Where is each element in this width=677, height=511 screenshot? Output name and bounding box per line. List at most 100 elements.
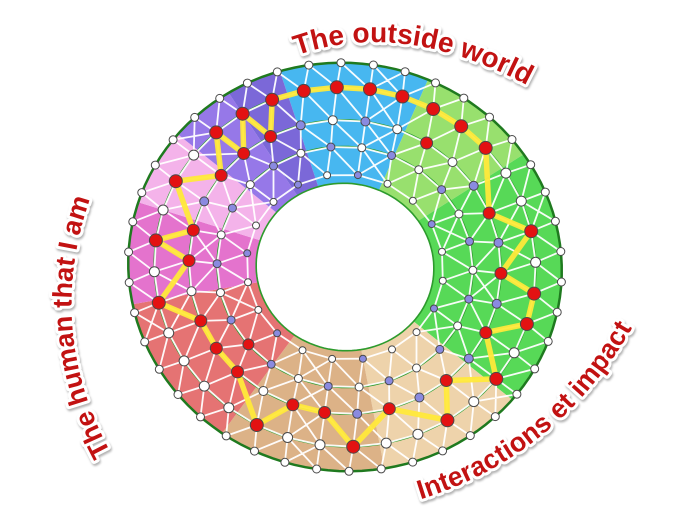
node-r0-i5[interactable] <box>507 135 517 144</box>
node-r0-i11[interactable] <box>552 307 562 317</box>
node-r4-i14[interactable] <box>244 278 252 287</box>
node-r3-i20[interactable] <box>216 230 226 240</box>
node-r2-i16[interactable] <box>286 398 300 412</box>
node-r4-i8[interactable] <box>388 345 396 354</box>
node-r1-i12[interactable] <box>489 371 504 386</box>
node-r2-i11[interactable] <box>439 374 453 387</box>
node-r0-i38[interactable] <box>242 78 252 88</box>
node-r0-i25[interactable] <box>196 412 205 422</box>
node-r0-i23[interactable] <box>250 446 259 456</box>
node-r1-i7[interactable] <box>524 224 539 239</box>
node-r3-i10[interactable] <box>412 363 421 373</box>
node-r3-i4[interactable] <box>454 209 464 219</box>
node-r1-i22[interactable] <box>198 380 210 392</box>
node-r0-i15[interactable] <box>490 412 500 422</box>
node-r3-i13[interactable] <box>323 381 333 391</box>
node-r3-i18[interactable] <box>216 288 225 298</box>
node-r4-i5[interactable] <box>438 276 447 285</box>
node-r0-i13[interactable] <box>530 364 540 374</box>
node-r2-i17[interactable] <box>258 386 269 396</box>
node-r1-i3[interactable] <box>454 119 469 134</box>
node-r3-i7[interactable] <box>464 294 474 304</box>
node-r0-i20[interactable] <box>344 466 354 476</box>
node-r0-i0[interactable] <box>368 60 378 70</box>
node-r1-i14[interactable] <box>440 413 455 428</box>
node-r0-i34[interactable] <box>150 160 160 170</box>
node-r1-i11[interactable] <box>508 347 520 359</box>
node-r4-i11[interactable] <box>298 346 307 355</box>
node-r2-i24[interactable] <box>199 196 210 207</box>
node-r3-i24[interactable] <box>296 148 306 158</box>
node-r0-i27[interactable] <box>154 364 164 374</box>
node-r3-i1[interactable] <box>387 151 397 160</box>
node-r3-i25[interactable] <box>326 142 336 152</box>
node-r1-i21[interactable] <box>223 402 235 414</box>
node-r0-i35[interactable] <box>168 135 178 145</box>
node-r2-i10[interactable] <box>463 353 474 364</box>
node-r2-i28[interactable] <box>295 120 306 131</box>
node-r1-i34[interactable] <box>296 83 311 98</box>
node-r4-i13[interactable] <box>254 305 263 314</box>
node-r3-i16[interactable] <box>242 338 255 351</box>
node-r0-i30[interactable] <box>124 278 134 287</box>
node-r0-i41[interactable] <box>336 58 346 68</box>
node-r1-i2[interactable] <box>426 102 441 116</box>
node-r0-i3[interactable] <box>459 93 469 103</box>
node-r2-i1[interactable] <box>392 124 403 135</box>
node-r4-i3[interactable] <box>427 220 436 229</box>
node-r2-i6[interactable] <box>493 237 504 248</box>
node-r0-i29[interactable] <box>130 308 140 318</box>
node-r2-i2[interactable] <box>420 136 434 150</box>
node-r3-i21[interactable] <box>227 203 237 213</box>
node-r1-i17[interactable] <box>346 439 361 454</box>
node-r2-i4[interactable] <box>468 180 479 191</box>
node-r4-i2[interactable] <box>408 196 417 205</box>
node-r2-i18[interactable] <box>231 365 244 379</box>
node-r0-i8[interactable] <box>550 216 560 226</box>
sector-orchid[interactable] <box>128 202 261 305</box>
node-r1-i27[interactable] <box>148 233 163 248</box>
node-r3-i12[interactable] <box>354 382 364 392</box>
node-r0-i24[interactable] <box>221 431 231 441</box>
node-r4-i6[interactable] <box>430 304 438 313</box>
node-r3-i11[interactable] <box>384 376 394 386</box>
node-r1-i6[interactable] <box>515 195 527 207</box>
node-r4-i19[interactable] <box>323 171 332 180</box>
node-r2-i27[interactable] <box>264 130 278 143</box>
node-r3-i6[interactable] <box>468 265 478 275</box>
node-r2-i7[interactable] <box>494 266 508 280</box>
node-r1-i25[interactable] <box>151 295 166 310</box>
node-r1-i29[interactable] <box>168 174 183 189</box>
node-r0-i22[interactable] <box>280 457 290 467</box>
node-r0-i39[interactable] <box>272 67 282 77</box>
node-r2-i8[interactable] <box>491 298 502 309</box>
node-r3-i14[interactable] <box>293 374 303 383</box>
node-r0-i33[interactable] <box>137 188 147 198</box>
node-r0-i2[interactable] <box>431 78 440 88</box>
node-r3-i23[interactable] <box>269 161 278 171</box>
node-r3-i22[interactable] <box>245 180 255 190</box>
node-r1-i28[interactable] <box>157 204 169 216</box>
node-r4-i9[interactable] <box>358 354 367 363</box>
node-r2-i0[interactable] <box>360 116 371 127</box>
node-r2-i13[interactable] <box>382 402 396 416</box>
node-r1-i4[interactable] <box>478 140 493 155</box>
node-r1-i32[interactable] <box>235 106 250 121</box>
node-r1-i8[interactable] <box>530 256 542 268</box>
node-r0-i19[interactable] <box>376 464 386 474</box>
node-r1-i19[interactable] <box>282 432 294 443</box>
node-r3-i0[interactable] <box>357 143 367 153</box>
node-r4-i4[interactable] <box>438 247 446 256</box>
node-r3-i19[interactable] <box>212 259 222 269</box>
node-r0-i1[interactable] <box>400 67 410 77</box>
sector-green[interactable] <box>413 154 562 400</box>
node-r4-i16[interactable] <box>252 221 260 230</box>
node-r4-i7[interactable] <box>412 328 421 337</box>
node-r0-i12[interactable] <box>543 336 553 346</box>
node-r0-i14[interactable] <box>512 389 522 399</box>
node-r1-i24[interactable] <box>163 327 175 339</box>
node-r4-i1[interactable] <box>383 179 392 188</box>
node-r0-i37[interactable] <box>215 93 225 103</box>
node-r0-i6[interactable] <box>526 160 536 170</box>
node-r2-i21[interactable] <box>186 286 197 297</box>
